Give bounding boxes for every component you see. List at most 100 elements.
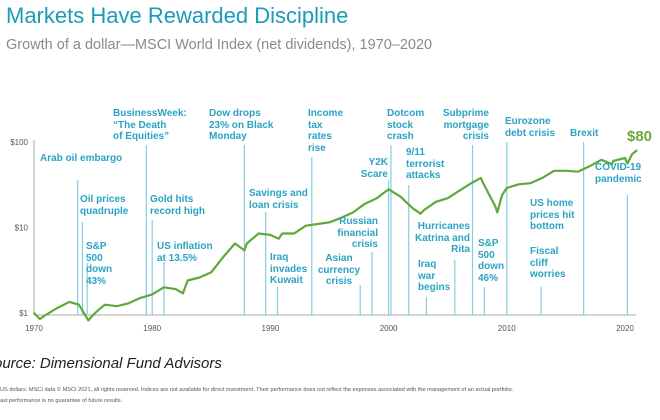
data-point — [541, 177, 544, 179]
data-point — [163, 286, 165, 289]
data-point — [501, 194, 503, 196]
data-point — [293, 232, 295, 235]
data-point — [269, 234, 272, 236]
annotation-label: Russian financial crisis — [337, 216, 378, 250]
annotation-label: Hurricanes Katrina and Rita — [414, 221, 470, 255]
data-point — [611, 163, 613, 165]
annotation-label: Y2K Scare — [360, 157, 388, 180]
source-text: ource: Dimensional Fund Advisors — [0, 355, 222, 372]
disclaimer-line: US dollars. MSCI data © MSCI 2021, all r… — [0, 387, 514, 393]
data-point — [340, 216, 343, 219]
annotation-label: Income tax rates rise — [308, 108, 344, 154]
data-point — [419, 212, 422, 215]
annotation-label: BusinessWeek: “The Death of Equities” — [113, 108, 187, 142]
x-tick-label: 2000 — [380, 324, 398, 333]
data-point — [364, 202, 366, 205]
data-point — [245, 242, 248, 245]
data-point — [186, 279, 189, 282]
disclaimer-line: ast performance is no guarantee of futur… — [0, 398, 123, 404]
annotation-label: S&P 500 down 43% — [86, 241, 113, 287]
data-point — [529, 182, 532, 184]
disclaimer: US dollars. MSCI data © MSCI 2021, all r… — [0, 385, 513, 407]
x-tick-label: 1990 — [262, 324, 280, 333]
data-point — [87, 319, 90, 322]
end-value-label: $80 — [627, 128, 653, 145]
data-point — [423, 209, 425, 211]
annotation-label: Dotcom stock crash — [387, 108, 425, 142]
data-point — [565, 170, 567, 172]
annotation-label: Brexit — [570, 128, 599, 139]
annotation-label: Iraq invades Kuwait — [270, 252, 308, 286]
x-tick-label: 1980 — [143, 324, 161, 333]
data-point — [387, 188, 390, 191]
data-point — [399, 195, 402, 198]
data-point — [257, 232, 260, 235]
annotation-label: Iraq war begins — [418, 259, 451, 293]
data-point — [39, 318, 41, 320]
data-point — [479, 177, 482, 179]
chart-subtitle: Growth of a dollar—MSCI World Index (net… — [6, 37, 433, 53]
data-point — [210, 271, 213, 274]
data-point — [92, 314, 94, 316]
data-point — [588, 165, 591, 168]
annotation-label: US inflation at 13.5% — [157, 241, 213, 264]
annotation-label: Dow drops 23% on Black Monday — [209, 108, 274, 142]
x-tick-label: 1970 — [25, 324, 43, 333]
data-point — [45, 314, 47, 316]
data-point — [612, 160, 614, 162]
data-point — [435, 200, 437, 203]
data-point — [328, 221, 331, 224]
data-point — [33, 312, 35, 314]
x-tick-label: 2020 — [616, 324, 634, 333]
data-point — [600, 158, 603, 161]
annotation-label: Fiscal cliff worries — [530, 246, 566, 280]
data-point — [496, 211, 499, 214]
annotation-label: Arab oil embargo — [40, 153, 123, 164]
annotation-label: Eurozone debt crisis — [505, 116, 556, 139]
annotation-label: Asian currency crisis — [317, 253, 361, 287]
data-point — [281, 232, 284, 235]
annotation-label: US home prices hit bottom — [530, 198, 575, 232]
data-point — [277, 237, 280, 240]
data-point — [458, 189, 461, 192]
data-point — [98, 308, 100, 311]
data-point — [375, 197, 378, 200]
data-point — [234, 242, 236, 245]
annotation-label: Subprime mortgage crisis — [442, 108, 489, 142]
y-tick-label: $10 — [15, 224, 29, 233]
annotation-label: Gold hits record high — [150, 194, 206, 217]
data-point — [56, 307, 59, 309]
data-point — [494, 204, 496, 207]
y-tick-label: $1 — [19, 309, 28, 318]
data-point — [446, 197, 449, 200]
data-point — [115, 305, 118, 308]
data-point — [104, 303, 106, 306]
data-point — [175, 288, 177, 290]
data-point — [68, 301, 71, 303]
annotation-label: Oil prices quadruple — [80, 194, 129, 217]
data-point — [139, 297, 142, 299]
data-point — [222, 256, 224, 258]
annotation-label: Savings and loan crisis — [249, 188, 308, 211]
annotation-label: COVID-19 pandemic — [595, 162, 642, 185]
annotation-label: S&P 500 down 46% — [478, 238, 505, 284]
data-point — [127, 302, 130, 305]
data-point — [576, 170, 579, 173]
y-tick-label: $100 — [10, 138, 28, 147]
data-point — [553, 170, 555, 172]
data-point — [470, 182, 473, 184]
data-point — [624, 157, 626, 159]
data-point — [305, 224, 307, 227]
data-point — [78, 303, 80, 306]
growth-chart: $1 $10 $100 1970 1980 1990 2000 2010 2020 — [10, 138, 638, 333]
annotation-label: 9/11 terrorist attacks — [406, 147, 445, 181]
page-title: Markets Have Rewarded Discipline — [6, 3, 349, 28]
data-point — [636, 149, 638, 152]
data-point — [182, 292, 184, 295]
data-point — [482, 182, 484, 184]
data-point — [151, 293, 153, 296]
data-point — [626, 162, 629, 165]
x-tick-label: 2010 — [498, 324, 516, 333]
data-point — [506, 187, 508, 189]
data-point — [198, 276, 201, 279]
